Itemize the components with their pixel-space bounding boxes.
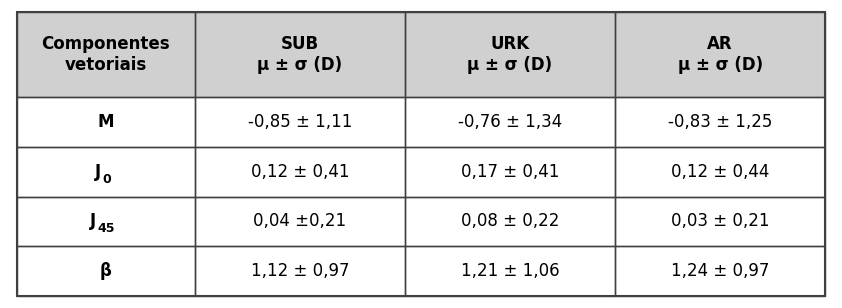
- Text: 45: 45: [98, 222, 115, 236]
- Bar: [405, 197, 615, 246]
- Text: 1,12 ± 0,97: 1,12 ± 0,97: [251, 262, 349, 280]
- Bar: [615, 147, 825, 197]
- Bar: [615, 147, 825, 197]
- Bar: [195, 97, 405, 147]
- Text: 0,08 ± 0,22: 0,08 ± 0,22: [461, 212, 559, 230]
- Text: -0,76 ± 1,34: -0,76 ± 1,34: [458, 113, 562, 131]
- Bar: [195, 12, 405, 97]
- Bar: [195, 246, 405, 296]
- Bar: [615, 12, 825, 97]
- Bar: [405, 246, 615, 296]
- Bar: [17, 246, 195, 296]
- Bar: [17, 147, 195, 197]
- Text: J: J: [95, 163, 102, 181]
- Bar: [195, 147, 405, 197]
- Bar: [405, 97, 615, 147]
- Text: 0,12 ± 0,41: 0,12 ± 0,41: [251, 163, 349, 181]
- Text: 0,17 ± 0,41: 0,17 ± 0,41: [461, 163, 559, 181]
- Bar: [17, 197, 195, 246]
- Bar: [615, 197, 825, 246]
- Bar: [17, 97, 195, 147]
- Bar: [405, 147, 615, 197]
- Bar: [405, 147, 615, 197]
- Bar: [405, 197, 615, 246]
- Text: SUB
μ ± σ (D): SUB μ ± σ (D): [257, 35, 343, 74]
- Bar: [195, 147, 405, 197]
- Text: AR
μ ± σ (D): AR μ ± σ (D): [678, 35, 763, 74]
- Text: -0,85 ± 1,11: -0,85 ± 1,11: [248, 113, 352, 131]
- Bar: [195, 197, 405, 246]
- Text: 1,24 ± 0,97: 1,24 ± 0,97: [671, 262, 770, 280]
- Text: URK
μ ± σ (D): URK μ ± σ (D): [467, 35, 552, 74]
- Bar: [195, 97, 405, 147]
- Bar: [405, 97, 615, 147]
- Text: 0,03 ± 0,21: 0,03 ± 0,21: [671, 212, 770, 230]
- Bar: [405, 12, 615, 97]
- Bar: [615, 97, 825, 147]
- Text: M: M: [98, 113, 114, 131]
- Bar: [17, 197, 195, 246]
- Bar: [195, 246, 405, 296]
- Bar: [17, 12, 195, 97]
- Bar: [195, 12, 405, 97]
- Bar: [615, 12, 825, 97]
- Bar: [17, 246, 195, 296]
- Text: 1,21 ± 1,06: 1,21 ± 1,06: [461, 262, 559, 280]
- Bar: [615, 246, 825, 296]
- Text: 0: 0: [103, 173, 111, 186]
- Bar: [17, 147, 195, 197]
- Bar: [615, 197, 825, 246]
- Bar: [405, 246, 615, 296]
- Text: Componentes
vetoriais: Componentes vetoriais: [41, 35, 170, 74]
- Text: 0,12 ± 0,44: 0,12 ± 0,44: [671, 163, 770, 181]
- Bar: [17, 12, 195, 97]
- Text: -0,83 ± 1,25: -0,83 ± 1,25: [668, 113, 772, 131]
- Text: β: β: [100, 262, 112, 280]
- Text: J: J: [89, 212, 96, 230]
- Bar: [195, 197, 405, 246]
- Bar: [615, 97, 825, 147]
- Bar: [17, 97, 195, 147]
- Bar: [615, 246, 825, 296]
- Bar: [405, 12, 615, 97]
- Text: 0,04 ±0,21: 0,04 ±0,21: [253, 212, 346, 230]
